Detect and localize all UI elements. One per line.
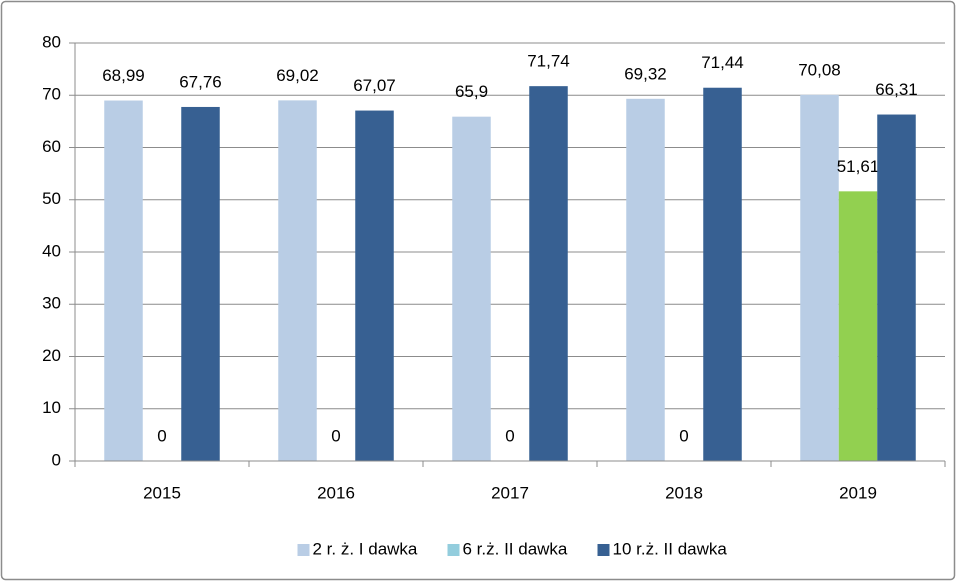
- bar: [800, 94, 839, 461]
- x-tick-label: 2018: [665, 483, 703, 502]
- value-label: 66,31: [875, 80, 918, 99]
- legend-label: 6 r.ż. II dawka: [463, 539, 568, 558]
- value-label: 65,9: [455, 82, 488, 101]
- value-label: 67,76: [179, 72, 222, 91]
- bar: [626, 98, 665, 461]
- x-tick-label: 2019: [839, 483, 877, 502]
- legend-swatch: [297, 544, 310, 556]
- value-label: 68,99: [102, 66, 145, 85]
- legend-label: 10 r.ż. II dawka: [613, 539, 728, 558]
- y-tick-label: 50: [42, 189, 61, 208]
- bar: [104, 100, 143, 461]
- y-tick-label: 80: [42, 32, 61, 51]
- y-tick-label: 30: [42, 294, 61, 313]
- x-tick-label: 2017: [491, 483, 529, 502]
- value-label: 0: [331, 426, 340, 445]
- bar: [838, 191, 878, 461]
- bar: [278, 100, 317, 462]
- value-label: 0: [679, 426, 688, 445]
- value-label: 51,61: [837, 157, 880, 176]
- value-label: 69,02: [276, 66, 319, 85]
- x-tick-label: 2016: [317, 483, 355, 502]
- bar: [703, 87, 742, 461]
- value-label: 71,44: [701, 53, 744, 72]
- value-label: 0: [505, 426, 514, 445]
- x-tick-label: 2015: [143, 483, 181, 502]
- value-label: 67,07: [353, 76, 396, 95]
- bar: [529, 86, 568, 461]
- y-tick-label: 0: [52, 450, 61, 469]
- value-label: 69,32: [624, 64, 667, 83]
- legend-label: 2 r. ż. I dawka: [313, 539, 418, 558]
- legend-swatch: [447, 544, 460, 556]
- value-label: 70,08: [798, 60, 841, 79]
- y-tick-label: 60: [42, 137, 61, 156]
- legend-swatch: [597, 544, 610, 556]
- bar: [452, 116, 491, 462]
- y-tick-label: 40: [42, 241, 61, 260]
- y-tick-label: 10: [42, 398, 61, 417]
- bar: [355, 110, 394, 461]
- y-tick-label: 70: [42, 85, 61, 104]
- value-label: 71,74: [527, 52, 570, 71]
- y-tick-label: 20: [42, 346, 61, 365]
- value-label: 0: [157, 426, 166, 445]
- bar: [877, 114, 916, 462]
- bar: [181, 106, 220, 461]
